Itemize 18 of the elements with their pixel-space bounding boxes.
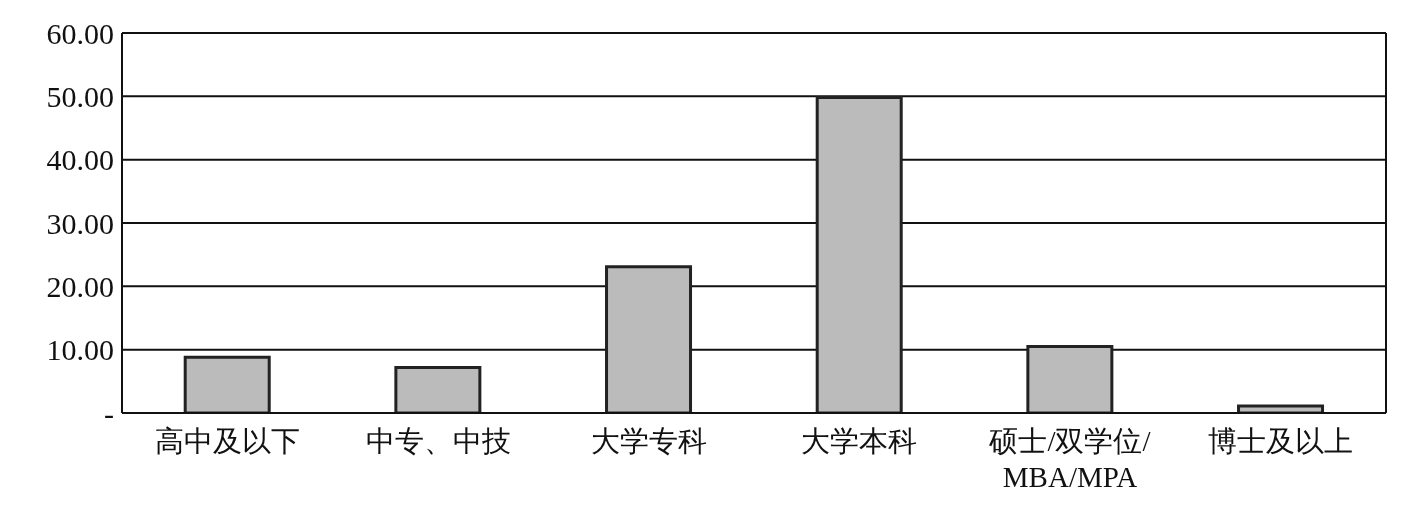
x-tick-label: 大学专科 <box>590 425 707 457</box>
bar <box>394 365 482 413</box>
bar <box>183 355 271 413</box>
y-tick-label: 20.00 <box>46 269 114 303</box>
y-tick-label: 30.00 <box>46 206 114 240</box>
bar <box>815 96 903 413</box>
bar <box>605 265 693 413</box>
x-tick-label: 大学本科 <box>801 425 918 457</box>
x-tick-label: 中专、中技 <box>365 425 511 457</box>
x-tick-label: 硕士/双学位/ MBA/MPA <box>988 425 1152 493</box>
y-tick-label: 50.00 <box>46 79 114 113</box>
x-tick-label: 高中及以下 <box>154 425 300 457</box>
y-tick-label: 10.00 <box>46 333 114 367</box>
x-tick-label: 博士及以上 <box>1208 425 1354 457</box>
bar <box>1026 345 1114 413</box>
y-tick-label: 40.00 <box>46 143 114 177</box>
y-tick-label: 60.00 <box>46 16 114 50</box>
y-tick-label: - <box>104 396 114 430</box>
